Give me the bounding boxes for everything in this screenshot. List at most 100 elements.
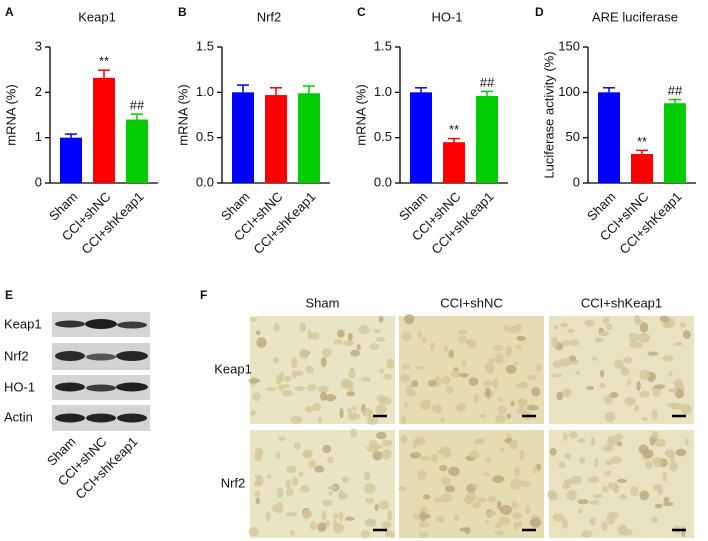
cell bbox=[469, 450, 479, 459]
blot-row-label: HO-1 bbox=[4, 379, 35, 394]
cell bbox=[506, 433, 512, 440]
cell bbox=[255, 497, 261, 505]
cell bbox=[327, 456, 334, 464]
cell bbox=[620, 367, 630, 376]
cell bbox=[376, 431, 387, 440]
chart-title: ARE luciferase bbox=[592, 9, 678, 24]
cell bbox=[589, 500, 600, 505]
cell bbox=[360, 529, 370, 538]
cell bbox=[673, 403, 684, 410]
cell bbox=[298, 471, 304, 477]
cell bbox=[459, 372, 469, 378]
cell bbox=[421, 337, 427, 344]
cell bbox=[278, 384, 285, 392]
y-tick-label: 1.5 bbox=[196, 38, 214, 53]
chart-title: HO-1 bbox=[431, 9, 462, 24]
cell bbox=[314, 465, 325, 473]
cell bbox=[290, 415, 303, 424]
cell bbox=[348, 368, 356, 379]
cell bbox=[516, 406, 526, 415]
cell bbox=[400, 434, 408, 444]
cell bbox=[594, 337, 604, 343]
cell bbox=[526, 404, 539, 411]
cell bbox=[482, 380, 494, 387]
cell bbox=[668, 370, 673, 378]
cell bbox=[265, 387, 277, 392]
cell bbox=[374, 503, 379, 512]
cell bbox=[506, 413, 512, 419]
cell bbox=[487, 496, 497, 503]
cell bbox=[517, 521, 522, 528]
bar bbox=[298, 93, 320, 183]
cell bbox=[684, 438, 689, 446]
cell bbox=[347, 332, 353, 342]
cell bbox=[378, 315, 384, 323]
cell bbox=[305, 406, 314, 413]
y-tick-label: 100 bbox=[558, 84, 580, 99]
cell bbox=[505, 346, 513, 357]
significance-label: ## bbox=[480, 75, 495, 90]
cell bbox=[639, 390, 650, 398]
cell bbox=[589, 517, 597, 526]
cell bbox=[606, 323, 613, 331]
cell bbox=[590, 437, 596, 447]
cell bbox=[519, 449, 525, 461]
cell bbox=[643, 448, 654, 459]
cell bbox=[381, 439, 393, 447]
cell bbox=[486, 366, 495, 374]
cell bbox=[403, 314, 415, 325]
cell bbox=[266, 474, 272, 479]
cell bbox=[325, 520, 331, 527]
cell bbox=[512, 361, 519, 366]
cell bbox=[317, 385, 329, 393]
panel-letter: E bbox=[5, 288, 13, 302]
cell bbox=[509, 480, 521, 490]
cell bbox=[581, 530, 593, 538]
cell bbox=[639, 369, 651, 381]
cell bbox=[340, 378, 351, 389]
cell bbox=[535, 363, 542, 372]
cell bbox=[406, 389, 416, 397]
cell bbox=[338, 511, 344, 522]
cell bbox=[525, 504, 531, 515]
cell bbox=[568, 431, 578, 439]
cell bbox=[415, 365, 424, 370]
cell bbox=[511, 512, 523, 519]
panel-letter: A bbox=[5, 5, 14, 19]
cell bbox=[668, 388, 678, 393]
cell bbox=[563, 432, 568, 442]
cell bbox=[617, 441, 623, 447]
cell bbox=[324, 393, 337, 402]
cell bbox=[289, 530, 296, 537]
cell bbox=[275, 452, 281, 459]
cell bbox=[510, 400, 515, 407]
cell bbox=[514, 467, 520, 477]
cell bbox=[643, 337, 649, 342]
cell bbox=[519, 398, 526, 406]
cell bbox=[520, 481, 531, 487]
cell bbox=[600, 369, 605, 378]
cell bbox=[485, 457, 492, 463]
cell bbox=[549, 492, 559, 501]
cell bbox=[317, 522, 327, 533]
cell bbox=[468, 377, 479, 387]
cell bbox=[466, 339, 477, 349]
y-tick-label: 0.0 bbox=[196, 174, 214, 189]
cell bbox=[379, 368, 385, 374]
bar bbox=[598, 92, 620, 183]
cell bbox=[428, 379, 437, 387]
cell bbox=[249, 317, 258, 322]
cell bbox=[606, 514, 616, 525]
cell bbox=[592, 356, 598, 361]
cell bbox=[682, 330, 692, 339]
cell bbox=[337, 329, 345, 338]
cell bbox=[416, 469, 427, 481]
cell bbox=[594, 457, 599, 468]
cell bbox=[550, 336, 559, 348]
cell bbox=[634, 404, 640, 412]
blot-row-label: Actin bbox=[4, 409, 33, 424]
cell bbox=[401, 331, 412, 342]
cell bbox=[439, 465, 448, 472]
cell bbox=[398, 486, 407, 492]
cell bbox=[482, 472, 491, 477]
